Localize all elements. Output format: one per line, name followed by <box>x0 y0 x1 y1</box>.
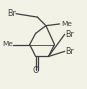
Text: Me: Me <box>3 41 13 48</box>
Text: Br: Br <box>7 9 16 18</box>
Text: Br: Br <box>66 30 74 39</box>
Text: Me: Me <box>61 21 72 27</box>
Text: Br: Br <box>66 47 74 56</box>
Text: O: O <box>32 66 39 75</box>
